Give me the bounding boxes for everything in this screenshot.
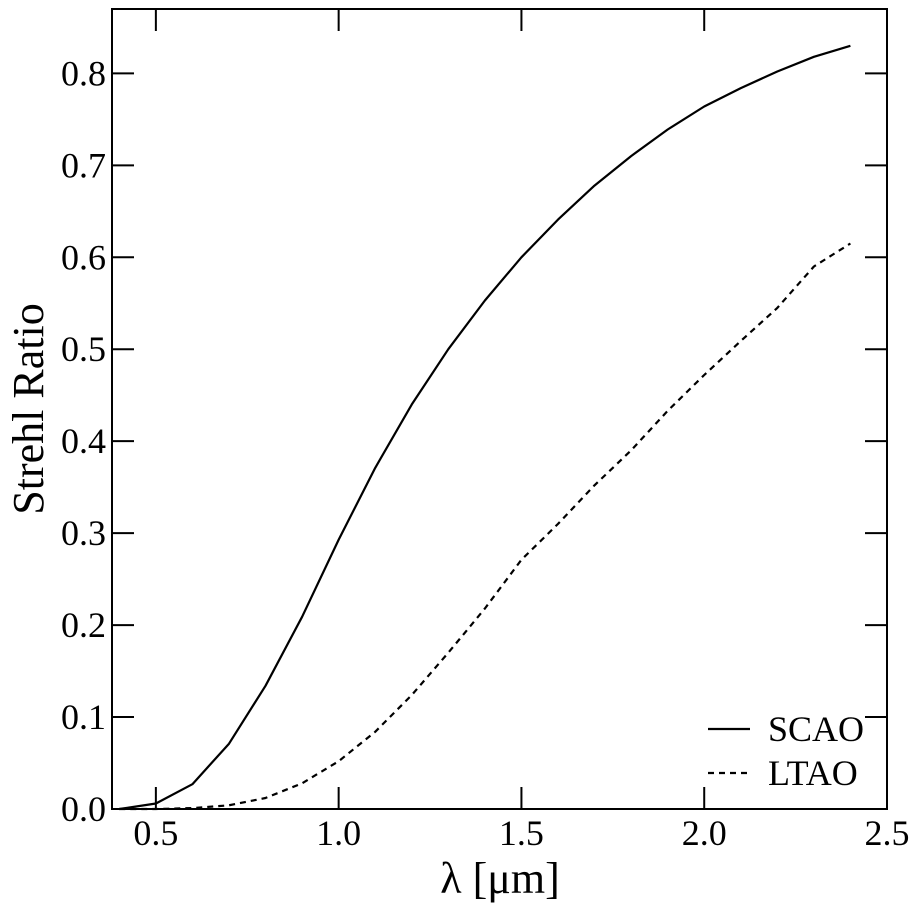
x-tick-label: 2.0 <box>682 813 727 853</box>
axis-tick-labels: 0.5 1.0 1.5 2.0 2.5 0.0 0.1 0.2 0.3 0.4 0.5 0.6 0.7 0… <box>61 53 910 853</box>
x-tick-label: 1.0 <box>316 813 361 853</box>
series-line-scao <box>119 44 851 811</box>
x-tick-label: 1.5 <box>499 813 544 853</box>
plot-frame <box>111 8 888 810</box>
y-tick-label: 0.5 <box>61 329 106 369</box>
y-tick-label: 0.3 <box>61 513 106 553</box>
series-layer <box>119 44 851 811</box>
y-axis-title: Strehl Ratio <box>4 303 53 514</box>
y-tick-label: 0.1 <box>61 697 106 737</box>
x-tick-label: 0.5 <box>133 813 178 853</box>
y-tick-label: 0.8 <box>61 53 106 93</box>
x-tick-label: 2.5 <box>865 813 910 853</box>
y-tick-label: 0.2 <box>61 605 106 645</box>
x-axis-title: λ [μm] <box>440 854 559 903</box>
axis-ticks <box>112 9 888 810</box>
legend-label-ltao: LTAO <box>768 753 858 793</box>
y-tick-label: 0.6 <box>61 237 106 277</box>
legend-label-scao: SCAO <box>768 709 864 749</box>
y-tick-label: 0.0 <box>61 789 106 829</box>
y-tick-label: 0.4 <box>61 421 106 461</box>
y-tick-label: 0.7 <box>61 145 106 185</box>
series-line-ltao <box>119 242 851 811</box>
